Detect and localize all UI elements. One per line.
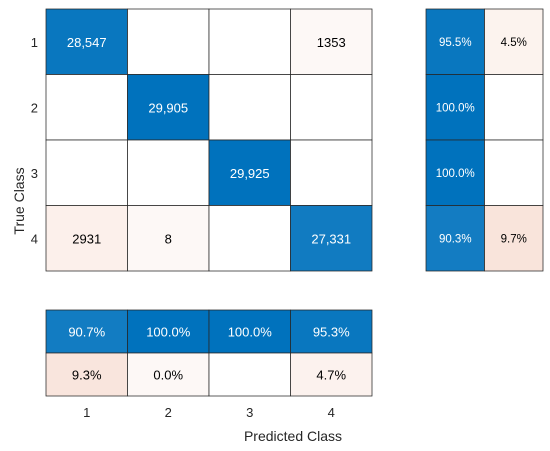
matrix-cell xyxy=(290,139,373,206)
matrix-cell xyxy=(290,8,373,75)
x-tick-label: 1 xyxy=(83,405,90,420)
row-summary-panel: 95.5% 4.5% 100.0% 100.0% 90.3% 9.7% xyxy=(425,8,544,272)
row-summary-correct-label: 90.3% xyxy=(439,233,472,245)
column-summary-correct-cell xyxy=(127,309,210,354)
y-tick-label: 1 xyxy=(31,35,38,50)
row-summary-correct-cell xyxy=(425,8,485,75)
confusion-matrix-grid: 28,547 1353 29,905 29,925 2931 8 27,331 xyxy=(45,8,373,272)
matrix-cell xyxy=(208,8,291,75)
column-summary-correct-cell xyxy=(208,309,291,354)
row-summary-incorrect-label: 4.5% xyxy=(501,37,527,49)
matrix-cell-label: 29,905 xyxy=(148,100,188,115)
row-summary-correct-cell xyxy=(425,205,485,272)
x-tick-label: 3 xyxy=(246,405,253,420)
row-summary-correct-label: 100.0% xyxy=(436,102,475,114)
matrix-cell xyxy=(127,139,210,206)
x-tick-label: 2 xyxy=(165,405,172,420)
y-tick-label: 2 xyxy=(31,100,38,115)
matrix-cell xyxy=(290,205,373,272)
matrix-cell xyxy=(45,139,128,206)
column-summary-incorrect-cell xyxy=(208,352,291,397)
row-summary-correct-label: 95.5% xyxy=(439,37,472,49)
matrix-cell-label: 1353 xyxy=(317,35,346,50)
matrix-cell-label: 8 xyxy=(165,231,172,246)
column-summary-correct-label: 95.3% xyxy=(313,325,350,340)
column-summary-correct-cell xyxy=(45,309,128,354)
column-summary-incorrect-label: 4.7% xyxy=(316,368,346,383)
matrix-cell-label: 2931 xyxy=(72,231,101,246)
row-summary-incorrect-cell xyxy=(484,74,544,141)
column-summary-correct-label: 100.0% xyxy=(228,325,273,340)
column-summary-correct-label: 100.0% xyxy=(146,325,191,340)
x-tick-label: 4 xyxy=(328,405,335,420)
y-tick-label: 3 xyxy=(31,166,38,181)
x-axis-label: Predicted Class xyxy=(244,428,342,444)
column-summary-incorrect-label: 9.3% xyxy=(72,368,102,383)
matrix-cell xyxy=(290,74,373,141)
matrix-cell-label: 29,925 xyxy=(230,166,270,181)
y-tick-label: 4 xyxy=(31,231,38,246)
column-summary-incorrect-label: 0.0% xyxy=(153,368,183,383)
column-summary-incorrect-cell xyxy=(290,352,373,397)
matrix-cell xyxy=(45,8,128,75)
row-summary-correct-cell xyxy=(425,74,485,141)
y-axis-label: True Class xyxy=(11,167,27,234)
y-axis-ticks: 1 2 3 4 xyxy=(31,35,38,247)
matrix-cell xyxy=(208,205,291,272)
column-summary-correct-cell xyxy=(290,309,373,354)
row-summary-correct-label: 100.0% xyxy=(436,168,475,180)
matrix-cell xyxy=(208,139,291,206)
matrix-cell xyxy=(208,74,291,141)
x-axis-ticks: 1 2 3 4 xyxy=(83,405,335,420)
column-summary-panel: 90.7% 9.3% 100.0% 0.0% 100.0% 95.3% 4.7% xyxy=(45,309,373,397)
matrix-cell-label: 28,547 xyxy=(67,35,107,50)
column-summary-correct-label: 90.7% xyxy=(68,325,105,340)
row-summary-incorrect-label: 9.7% xyxy=(501,233,527,245)
column-summary-incorrect-cell xyxy=(127,352,210,397)
matrix-cell xyxy=(127,205,210,272)
matrix-cell xyxy=(127,8,210,75)
matrix-cell-label: 27,331 xyxy=(311,231,351,246)
row-summary-incorrect-cell xyxy=(484,139,544,206)
matrix-cell xyxy=(45,74,128,141)
matrix-cell xyxy=(45,205,128,272)
row-summary-incorrect-cell xyxy=(484,205,544,272)
matrix-cell xyxy=(127,74,210,141)
